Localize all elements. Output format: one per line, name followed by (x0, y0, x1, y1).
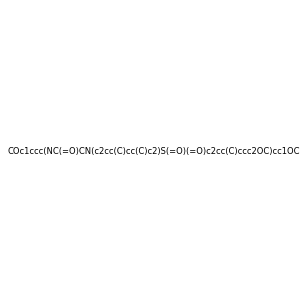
Text: COc1ccc(NC(=O)CN(c2cc(C)cc(C)c2)S(=O)(=O)c2cc(C)ccc2OC)cc1OC: COc1ccc(NC(=O)CN(c2cc(C)cc(C)c2)S(=O)(=O… (8, 147, 300, 156)
